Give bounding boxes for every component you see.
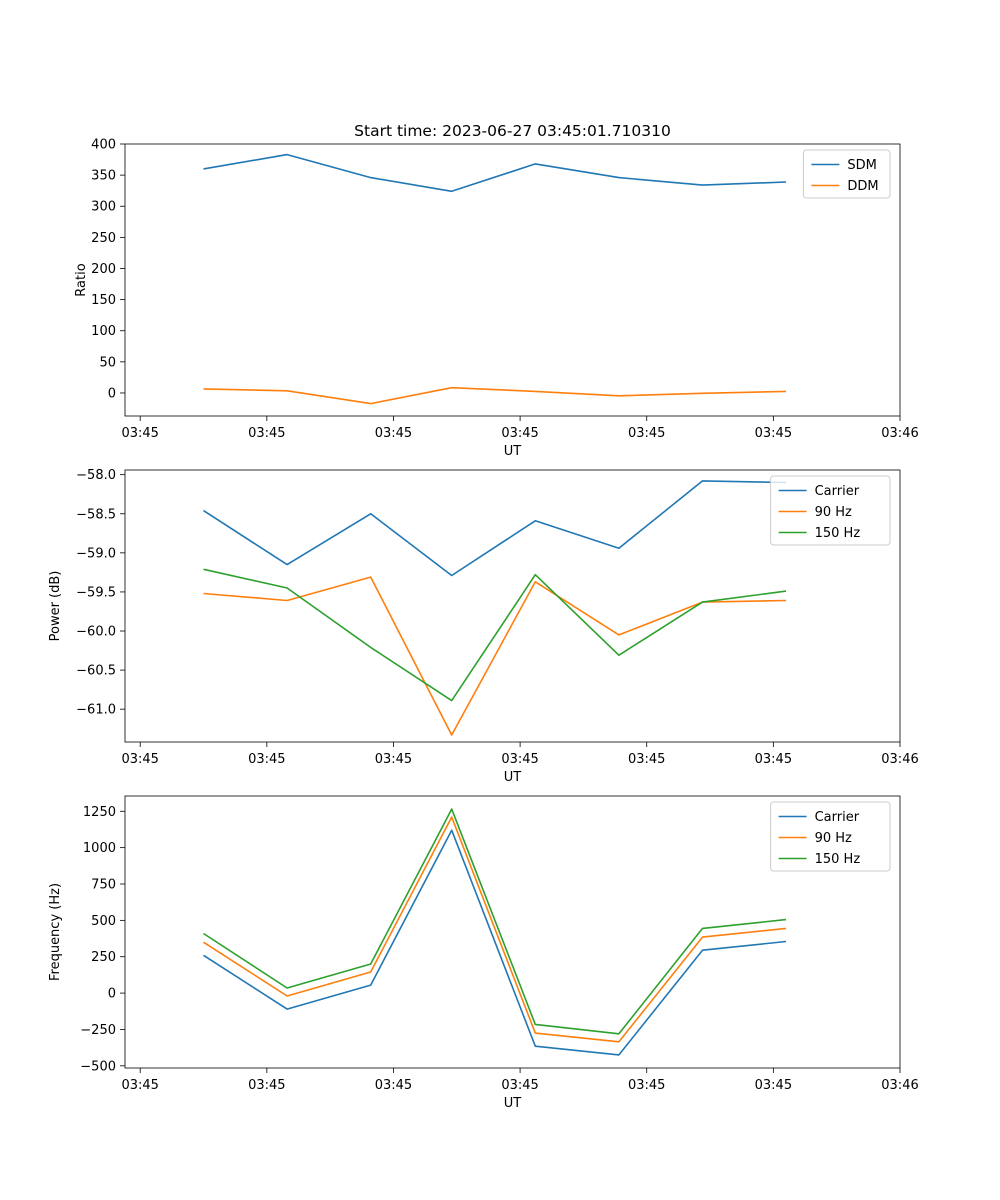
x-tick-label: 03:45 bbox=[121, 1078, 158, 1093]
plot-frame bbox=[124, 795, 901, 1069]
y-tick-label: 300 bbox=[91, 200, 116, 215]
x-tick-label: 03:46 bbox=[881, 426, 918, 441]
legend-label: Carrier bbox=[815, 810, 860, 825]
y-tick-label: −500 bbox=[80, 1059, 116, 1074]
series-line-150-hz bbox=[203, 808, 787, 1035]
chart-title: Start time: 2023-06-27 03:45:01.710310 bbox=[354, 122, 671, 140]
legend-label: Carrier bbox=[815, 484, 860, 499]
legend-box bbox=[770, 475, 891, 546]
x-axis-label: UT bbox=[504, 1096, 522, 1111]
x-tick-label: 03:45 bbox=[501, 752, 538, 767]
y-tick-label: 0 bbox=[108, 987, 116, 1002]
y-tick-label: 1250 bbox=[83, 805, 116, 820]
x-axis-label: UT bbox=[504, 770, 522, 785]
y-tick-label: 50 bbox=[99, 355, 116, 370]
y-tick-label: −58.5 bbox=[76, 507, 116, 522]
y-tick-label: 1000 bbox=[83, 841, 116, 856]
power-panel: 03:45 03:45 03:45 03:45 03:45 03:45 03:46 −61.0… bbox=[48, 468, 919, 785]
x-tick-label: 03:45 bbox=[628, 1078, 665, 1093]
y-tick-label: −58.0 bbox=[76, 468, 116, 483]
y-tick-label: −60.5 bbox=[76, 664, 116, 679]
legend-label: 150 Hz bbox=[815, 852, 861, 867]
x-tick-label: 03:45 bbox=[628, 752, 665, 767]
x-tick-label: 03:45 bbox=[628, 426, 665, 441]
legend-label: DDM bbox=[847, 179, 878, 194]
x-tick-label: 03:45 bbox=[375, 426, 412, 441]
legend-label: 90 Hz bbox=[815, 505, 852, 520]
x-tick-label: 03:45 bbox=[755, 1078, 792, 1093]
y-tick-label: 250 bbox=[91, 950, 116, 965]
x-tick-label: 03:45 bbox=[755, 426, 792, 441]
series-line-90-hz bbox=[203, 816, 787, 1043]
y-tick-label: 100 bbox=[91, 324, 116, 339]
y-tick-label: 250 bbox=[91, 231, 116, 246]
y-tick-label: 750 bbox=[91, 878, 116, 893]
y-tick-label: 350 bbox=[91, 169, 116, 184]
y-tick-label: 150 bbox=[91, 293, 116, 308]
x-tick-label: 03:45 bbox=[375, 752, 412, 767]
frequency-panel: 03:45 03:45 03:45 03:45 03:45 03:45 03:46 −500 −… bbox=[48, 795, 919, 1111]
legend-box bbox=[770, 801, 891, 872]
legend-label: SDM bbox=[847, 158, 876, 173]
x-tick-label: 03:45 bbox=[755, 752, 792, 767]
y-tick-label: −61.0 bbox=[76, 703, 116, 718]
y-tick-label: 0 bbox=[108, 386, 116, 401]
x-tick-label: 03:45 bbox=[501, 1078, 538, 1093]
x-tick-label: 03:45 bbox=[248, 1078, 285, 1093]
series-line-150-hz bbox=[203, 568, 787, 702]
plot-frame bbox=[124, 469, 901, 743]
y-tick-label: −59.0 bbox=[76, 546, 116, 561]
y-axis-label: Frequency (Hz) bbox=[48, 883, 63, 981]
y-axis-label: Power (dB) bbox=[48, 571, 63, 642]
plot-frame bbox=[124, 143, 901, 417]
legend-label: 90 Hz bbox=[815, 831, 852, 846]
legend: SDM DDM bbox=[802, 149, 891, 199]
x-tick-label: 03:45 bbox=[248, 426, 285, 441]
series-line-ddm bbox=[203, 386, 787, 405]
y-tick-label: −250 bbox=[80, 1023, 116, 1038]
legend-label: 150 Hz bbox=[815, 526, 861, 541]
series-line-carrier bbox=[203, 480, 787, 577]
x-tick-label: 03:45 bbox=[501, 426, 538, 441]
x-tick-label: 03:46 bbox=[881, 1078, 918, 1093]
y-tick-label: −59.5 bbox=[76, 585, 116, 600]
y-tick-label: −60.0 bbox=[76, 625, 116, 640]
x-tick-label: 03:45 bbox=[248, 752, 285, 767]
y-tick-label: 200 bbox=[91, 262, 116, 277]
x-tick-label: 03:45 bbox=[375, 1078, 412, 1093]
legend: Carrier 90 Hz 150 Hz bbox=[770, 475, 891, 546]
ratio-panel: 03:45 03:45 03:45 03:45 03:45 03:45 03:46 0 50 10… bbox=[74, 138, 919, 460]
x-tick-label: 03:46 bbox=[881, 752, 918, 767]
series-line-sdm bbox=[203, 153, 787, 193]
y-tick-label: 500 bbox=[91, 914, 116, 929]
x-tick-label: 03:45 bbox=[121, 426, 158, 441]
y-axis-label: Ratio bbox=[74, 263, 89, 296]
series-line-90-hz bbox=[203, 576, 787, 736]
x-axis-label: UT bbox=[504, 444, 522, 459]
legend: Carrier 90 Hz 150 Hz bbox=[770, 801, 891, 872]
series-line-carrier bbox=[203, 829, 787, 1056]
panels: 03:45 03:45 03:45 03:45 03:45 03:45 03:46 0 50 10… bbox=[48, 138, 919, 1112]
y-tick-label: 400 bbox=[91, 138, 116, 153]
x-tick-label: 03:45 bbox=[121, 752, 158, 767]
